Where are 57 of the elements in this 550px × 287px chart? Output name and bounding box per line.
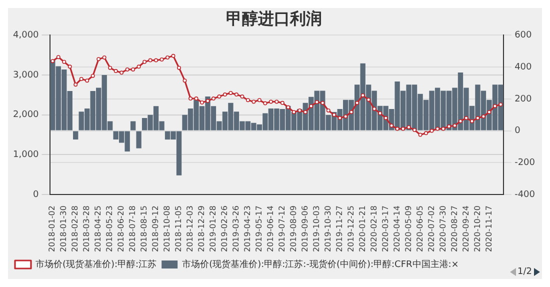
y-tick-label: 4,000 xyxy=(13,30,40,41)
y2-tick-label: -400 xyxy=(514,190,536,200)
x-tick-label: 2019-04-23 xyxy=(243,206,252,252)
x-tick-label: 2019-08-09 xyxy=(288,206,298,252)
x-tick-label: 2020-06-05 xyxy=(415,206,424,252)
x-tick-label: 2018-11-05 xyxy=(174,206,184,252)
x-tick-label: 2020-07-02 xyxy=(426,206,436,252)
x-tick-label: 2019-02-26 xyxy=(220,206,230,252)
x-tick-label: 2018-12-03 xyxy=(186,206,195,252)
legend-label: 市场价(现货基准价):甲醇:江苏 xyxy=(36,258,157,270)
x-tick-label: 2018-05-23 xyxy=(105,206,114,252)
y-tick-label: 2,000 xyxy=(13,110,40,120)
x-tick-label: 2019-01-28 xyxy=(208,206,218,252)
x-tick-label: 2020-03-17 xyxy=(380,206,390,252)
chart-title: 甲醇进口利润 xyxy=(226,8,322,28)
x-tick-label: 2019-07-12 xyxy=(277,206,286,252)
x-tick-label: 2020-09-24 xyxy=(461,206,470,252)
x-tick-label: 2020-04-14 xyxy=(392,206,402,252)
y2-tick-label: 0 xyxy=(514,126,521,136)
x-tick-label: 2018-12-29 xyxy=(197,206,206,252)
x-tick-label: 2018-01-02 xyxy=(48,206,57,252)
y2-tick-label: -200 xyxy=(514,158,536,168)
x-tick-label: 2018-01-30 xyxy=(59,206,68,252)
text: 1/2 xyxy=(518,267,532,277)
x-tick-label: 2020-02-18 xyxy=(369,206,378,252)
x-tick-label: 2018-07-18 xyxy=(128,206,138,252)
x-tick-label: 2020-05-09 xyxy=(404,206,413,252)
y2-tick-label: 200 xyxy=(514,94,532,104)
x-tick-label: 2019-06-14 xyxy=(266,206,276,252)
x-tick-label: 2019-11-27 xyxy=(334,206,344,252)
x-tick-label: 2019-12-25 xyxy=(346,206,356,252)
x-tick-label: 2020-11-17 xyxy=(484,206,494,252)
x-tick-label: 2019-10-30 xyxy=(323,206,332,252)
x-tick-label: 2019-10-03 xyxy=(312,206,321,252)
x-tick-label: 2018-02-28 xyxy=(70,206,80,252)
y-tick-label: 0 xyxy=(33,190,40,200)
y2-tick-label: 400 xyxy=(514,62,532,72)
y-tick-label: 3,000 xyxy=(13,70,40,80)
x-tick-label: 2018-08-15 xyxy=(140,206,149,252)
bar xyxy=(136,131,142,148)
x-tick-label: 2018-10-08 xyxy=(162,206,172,252)
x-tick-label: 2020-10-20 xyxy=(472,206,482,252)
x-tick-label: 2018-04-25 xyxy=(94,206,103,252)
x-tick-label: 2020-08-27 xyxy=(450,206,459,252)
x-tick-label: 2019-05-17 xyxy=(254,206,264,252)
legend-label: 市场价(现货基准价):甲醇:江苏:-现货价(中间价):甲醇:CFR中国主港:× xyxy=(182,258,459,270)
y-tick-label: 1,000 xyxy=(13,150,40,160)
x-tick-label: 2018-09-12 xyxy=(151,206,160,252)
x-tick-label: 2018-06-20 xyxy=(116,206,126,252)
bar xyxy=(130,121,136,130)
x-tick-label: 2020-01-21 xyxy=(358,206,367,252)
x-tick-label: 2020-07-30 xyxy=(438,206,448,252)
x-tick-label: 2019-03-26 xyxy=(232,206,241,252)
bar xyxy=(73,131,78,140)
x-tick-label: 2019-09-06 xyxy=(300,206,310,252)
y2-tick-label: 600 xyxy=(514,30,532,41)
x-tick-label: 2018-03-28 xyxy=(82,206,92,252)
